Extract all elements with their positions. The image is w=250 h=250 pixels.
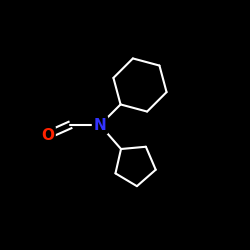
Text: O: O [41,128,54,142]
Text: N: N [94,118,106,132]
